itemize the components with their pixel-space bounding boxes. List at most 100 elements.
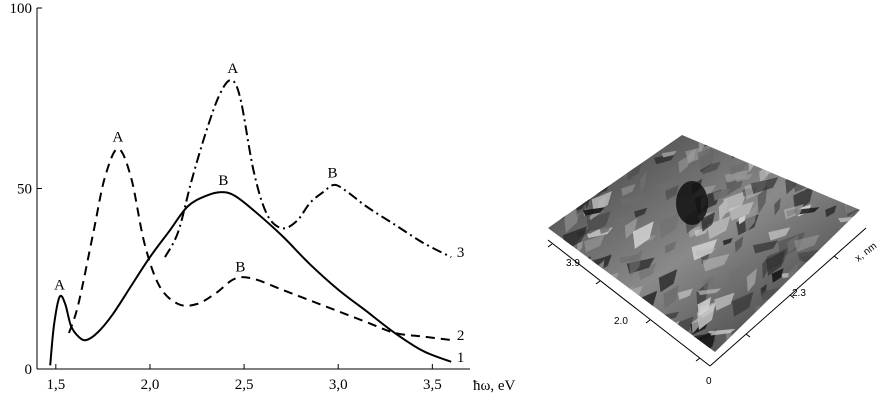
annotation-label: A	[227, 61, 238, 77]
afm-facet	[562, 142, 590, 160]
afm-facet	[559, 269, 568, 281]
afm-facet	[571, 155, 582, 164]
afm-facet	[581, 165, 591, 176]
afm-facet	[621, 183, 636, 196]
afm-facet	[824, 330, 840, 352]
afm-facet	[701, 211, 716, 232]
afm-facet	[695, 248, 716, 257]
afm-facet	[589, 135, 613, 154]
afm-facet	[583, 228, 590, 236]
afm-facet	[599, 226, 611, 235]
afm-facet	[830, 279, 856, 295]
x-axis-label: ħω, eV	[473, 378, 516, 394]
afm-facet	[586, 318, 612, 332]
afm-facet	[559, 135, 588, 154]
afm-facet	[570, 176, 580, 195]
afm-facet	[556, 170, 569, 199]
afm-facet	[768, 227, 791, 241]
afm-facet	[819, 320, 841, 338]
afm-facet	[634, 207, 648, 218]
afm-facet	[576, 148, 601, 156]
afm-facet	[782, 298, 800, 315]
afm-facet	[858, 135, 860, 154]
afm-facet	[799, 157, 813, 174]
afm-facet	[629, 249, 642, 277]
afm-facet	[572, 319, 592, 336]
afm-facet	[844, 135, 858, 144]
annotation-label: A	[113, 130, 124, 146]
afm-facet	[575, 207, 584, 218]
afm-facet	[855, 267, 860, 291]
afm-facet	[754, 314, 766, 340]
afm-facet	[697, 288, 722, 296]
afm-facet	[729, 162, 747, 175]
afm-axes	[547, 227, 867, 367]
afm-pit	[676, 181, 708, 225]
afm-facet	[744, 205, 758, 233]
afm-facet	[790, 325, 799, 350]
afm-facet	[632, 221, 654, 249]
afm-facet	[816, 307, 825, 315]
afm-facet	[784, 144, 799, 158]
afm-facet	[851, 150, 860, 158]
afm-facet	[856, 288, 860, 311]
afm-tick-left: 3.9	[566, 258, 580, 269]
afm-facet	[752, 240, 779, 254]
afm-axis-right	[709, 227, 867, 367]
afm-facet	[794, 234, 820, 252]
annotation-label: 3	[457, 245, 465, 261]
afm-facet	[573, 144, 584, 159]
afm-facet	[722, 237, 733, 246]
afm-facet	[797, 154, 807, 180]
afm-axis-tick	[789, 294, 795, 299]
afm-facet	[859, 176, 860, 193]
afm-axis-tick	[645, 319, 651, 324]
afm-facet	[574, 172, 584, 195]
afm-facet	[655, 178, 678, 197]
afm-axis-tick	[745, 333, 751, 338]
x-tick-label: 3,5	[423, 377, 442, 393]
afm-facet	[783, 204, 804, 220]
afm-facet	[656, 339, 681, 352]
afm-facet	[813, 135, 820, 159]
afm-facet	[624, 218, 638, 239]
afm-facet	[638, 262, 657, 281]
afm-surface-image: x, nm 3.9 2.0 2.3 0	[547, 135, 879, 387]
afm-facet	[849, 304, 860, 316]
afm-facet	[807, 167, 821, 184]
afm-facet	[723, 190, 747, 214]
y-tick-label: 0	[25, 362, 33, 378]
afm-facet	[748, 331, 757, 352]
afm-facet	[707, 215, 731, 240]
afm-facet	[574, 165, 592, 178]
afm-facet	[591, 295, 606, 303]
afm-facet	[724, 169, 750, 183]
afm-facet	[580, 144, 605, 157]
afm-facet	[554, 202, 564, 221]
afm-facet	[793, 185, 814, 213]
annotation-label: B	[235, 260, 245, 276]
afm-facet	[831, 169, 858, 193]
afm-facet	[783, 326, 800, 352]
afm-facet	[651, 135, 659, 156]
afm-facet	[834, 334, 843, 352]
afm-facet	[619, 195, 644, 206]
afm-axis-tick	[595, 280, 601, 285]
afm-facet	[731, 145, 744, 157]
afm-facet	[572, 326, 585, 352]
afm-tick-bottom-2: 2.3	[792, 288, 806, 299]
afm-facet	[688, 225, 701, 238]
chart-ticks: 1,5 2,0 2,5 3,0 3,5 0 50 100	[10, 1, 442, 393]
afm-facet	[746, 268, 757, 293]
afm-facet	[836, 242, 855, 270]
afm-facet	[854, 225, 860, 252]
afm-facet	[677, 288, 693, 300]
afm-facet	[587, 290, 613, 298]
x-tick-label: 2,0	[141, 377, 160, 393]
afm-facet	[825, 205, 837, 218]
afm-facet	[728, 264, 745, 292]
series-line-2	[68, 147, 452, 342]
afm-facet	[664, 241, 677, 254]
afm-facet	[591, 164, 600, 181]
